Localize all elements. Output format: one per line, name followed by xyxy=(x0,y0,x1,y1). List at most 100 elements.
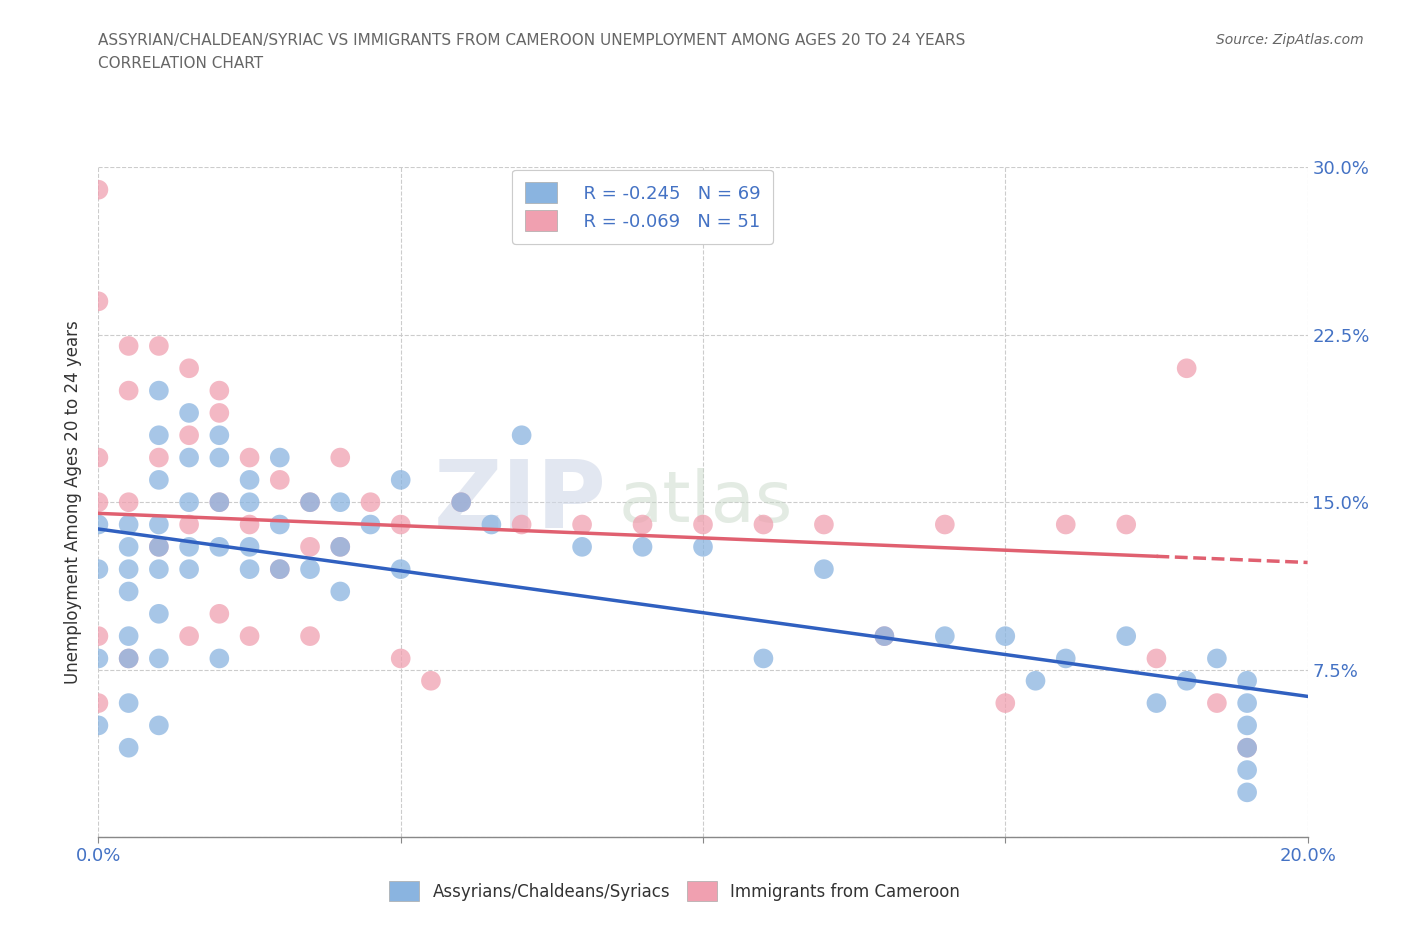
Point xyxy=(148,428,170,443)
Text: atlas: atlas xyxy=(619,468,793,537)
Point xyxy=(873,629,896,644)
Point xyxy=(118,517,141,532)
Point xyxy=(1175,361,1198,376)
Point xyxy=(813,562,835,577)
Point xyxy=(179,629,201,644)
Point xyxy=(1206,696,1229,711)
Point xyxy=(118,562,141,577)
Point xyxy=(571,539,593,554)
Point xyxy=(299,629,322,644)
Point xyxy=(208,539,231,554)
Point xyxy=(631,517,654,532)
Point xyxy=(87,562,110,577)
Point xyxy=(299,562,322,577)
Point xyxy=(148,383,170,398)
Point xyxy=(1236,718,1258,733)
Point xyxy=(450,495,472,510)
Point xyxy=(571,517,593,532)
Point xyxy=(934,517,956,532)
Point xyxy=(239,450,262,465)
Point xyxy=(1115,517,1137,532)
Point xyxy=(208,606,231,621)
Point xyxy=(450,495,472,510)
Point xyxy=(1236,763,1258,777)
Point xyxy=(1054,517,1077,532)
Point xyxy=(692,539,714,554)
Point xyxy=(389,651,412,666)
Point xyxy=(208,405,231,420)
Point xyxy=(510,428,533,443)
Point xyxy=(329,450,352,465)
Point xyxy=(118,539,141,554)
Point xyxy=(87,696,110,711)
Point xyxy=(118,696,141,711)
Point xyxy=(752,517,775,532)
Point xyxy=(148,562,170,577)
Point xyxy=(208,383,231,398)
Point xyxy=(87,495,110,510)
Point xyxy=(934,629,956,644)
Point xyxy=(208,495,231,510)
Point xyxy=(179,361,201,376)
Point xyxy=(1024,673,1046,688)
Point xyxy=(752,651,775,666)
Point xyxy=(329,539,352,554)
Point xyxy=(1206,651,1229,666)
Point xyxy=(179,450,201,465)
Point xyxy=(389,472,412,487)
Point xyxy=(118,651,141,666)
Point xyxy=(148,539,170,554)
Point xyxy=(208,450,231,465)
Text: ASSYRIAN/CHALDEAN/SYRIAC VS IMMIGRANTS FROM CAMEROON UNEMPLOYMENT AMONG AGES 20 : ASSYRIAN/CHALDEAN/SYRIAC VS IMMIGRANTS F… xyxy=(98,33,966,47)
Point xyxy=(87,629,110,644)
Point xyxy=(1236,740,1258,755)
Point xyxy=(269,562,291,577)
Point xyxy=(360,517,382,532)
Point xyxy=(329,539,352,554)
Point xyxy=(179,428,201,443)
Point xyxy=(239,539,262,554)
Point xyxy=(631,539,654,554)
Point xyxy=(239,495,262,510)
Point xyxy=(179,539,201,554)
Point xyxy=(994,629,1017,644)
Point xyxy=(329,495,352,510)
Point xyxy=(118,495,141,510)
Point xyxy=(813,517,835,532)
Point xyxy=(87,294,110,309)
Point xyxy=(299,495,322,510)
Point xyxy=(87,718,110,733)
Point xyxy=(420,673,443,688)
Point xyxy=(118,339,141,353)
Legend:   R = -0.245   N = 69,   R = -0.069   N = 51: R = -0.245 N = 69, R = -0.069 N = 51 xyxy=(512,170,773,244)
Point xyxy=(148,539,170,554)
Point xyxy=(1144,651,1167,666)
Point xyxy=(1236,785,1258,800)
Point xyxy=(148,450,170,465)
Point xyxy=(118,383,141,398)
Point xyxy=(148,472,170,487)
Point xyxy=(148,651,170,666)
Point xyxy=(1236,740,1258,755)
Text: CORRELATION CHART: CORRELATION CHART xyxy=(98,56,263,71)
Point xyxy=(510,517,533,532)
Point xyxy=(179,517,201,532)
Point xyxy=(118,740,141,755)
Point xyxy=(1115,629,1137,644)
Point xyxy=(179,405,201,420)
Point xyxy=(239,517,262,532)
Point xyxy=(269,562,291,577)
Y-axis label: Unemployment Among Ages 20 to 24 years: Unemployment Among Ages 20 to 24 years xyxy=(65,320,83,684)
Legend: Assyrians/Chaldeans/Syriacs, Immigrants from Cameroon: Assyrians/Chaldeans/Syriacs, Immigrants … xyxy=(378,870,972,912)
Point xyxy=(269,517,291,532)
Point xyxy=(208,495,231,510)
Point xyxy=(269,472,291,487)
Point xyxy=(179,495,201,510)
Point xyxy=(208,428,231,443)
Point xyxy=(873,629,896,644)
Point xyxy=(118,629,141,644)
Point xyxy=(360,495,382,510)
Point xyxy=(1175,673,1198,688)
Point xyxy=(299,495,322,510)
Point xyxy=(1144,696,1167,711)
